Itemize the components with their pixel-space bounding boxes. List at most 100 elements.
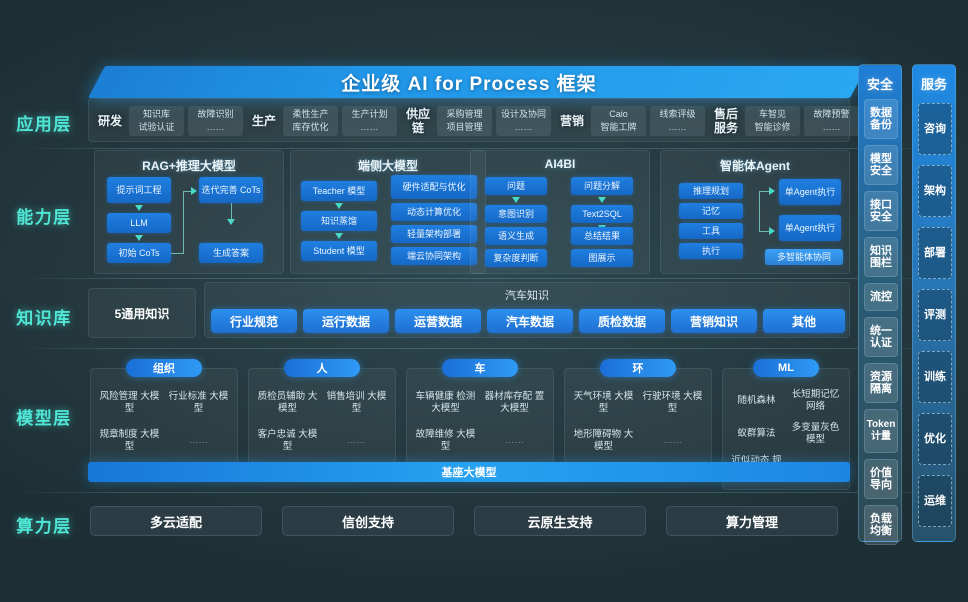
agent-node-single-2[interactable]: 单Agent执行	[779, 215, 841, 241]
knowledge-general-card[interactable]: 5通用知识	[88, 288, 196, 338]
model-group-environment[interactable]: 环 天气环境 大模型 行驶环境 大模型 地形障碍物 大模型 ……	[564, 359, 712, 466]
security-item-flow[interactable]: 流控	[864, 283, 898, 311]
knowledge-header: 汽车知识	[505, 290, 549, 302]
service-item-evaluation[interactable]: 评测	[918, 289, 952, 341]
security-item-api[interactable]: 接口安全	[864, 191, 898, 231]
card-title: 智能体Agent	[720, 159, 790, 173]
model-group-people[interactable]: 人 质检员辅助 大模型 销售培训 大模型 客户忠诚 大模型 ……	[248, 359, 396, 466]
layer-label-capability: 能力层	[16, 208, 72, 227]
app-cell[interactable]: Caio 智能工牌	[591, 106, 646, 136]
edge-node-student[interactable]: Student 模型	[301, 241, 377, 261]
app-cell[interactable]: 设计及协同 ……	[496, 106, 551, 136]
app-cell[interactable]: 故障预警 ……	[804, 106, 859, 136]
service-item-architecture[interactable]: 架构	[918, 165, 952, 217]
rag-node-iterate-cots[interactable]: 迭代完善 CoTs	[199, 177, 263, 203]
edge-node-hardware[interactable]: 硬件适配与优化	[391, 175, 477, 199]
security-item-token[interactable]: Token计量	[864, 409, 898, 453]
ai4bi-node-chart[interactable]: 图展示	[571, 249, 633, 267]
security-item-loadbalance[interactable]: 负载均衡	[864, 505, 898, 545]
agent-node-planning[interactable]: 推理规划	[679, 183, 743, 199]
knowledge-item-6[interactable]: 其他	[763, 309, 845, 333]
ai4bi-node-complexity[interactable]: 复杂度判断	[485, 249, 547, 267]
rag-node-answer[interactable]: 生成答案	[199, 243, 263, 263]
knowledge-item-0[interactable]: 行业规范	[211, 309, 297, 333]
service-item-operations[interactable]: 运维	[918, 475, 952, 527]
service-item-optimization[interactable]: 优化	[918, 413, 952, 465]
knowledge-item-3[interactable]: 汽车数据	[487, 309, 573, 333]
model-group-vehicle[interactable]: 车 车辆健康 检测大模型 器材库存配 置大模型 故障维修 大模型 ……	[406, 359, 554, 466]
app-cell-top: 生产计划	[351, 109, 388, 119]
model-group-organization[interactable]: 组织 风险管理 大模型 行业标准 大模型 规章制度 大模型 ……	[90, 359, 238, 466]
model-group-tab: 组织	[126, 359, 202, 377]
agent-node-execute[interactable]: 执行	[679, 243, 743, 259]
app-cell[interactable]: 车智见 智能诊修	[745, 106, 800, 136]
rag-node-initial-cots[interactable]: 初始 CoTs	[107, 243, 171, 263]
compute-button-management[interactable]: 算力管理	[666, 506, 838, 536]
agent-node-tools[interactable]: 工具	[679, 223, 743, 239]
service-item-consulting[interactable]: 咨询	[918, 103, 952, 155]
app-cell-bottom: ……	[360, 122, 379, 132]
agent-node-single-1[interactable]: 单Agent执行	[779, 179, 841, 205]
security-item-model[interactable]: 模型安全	[864, 145, 898, 185]
security-item-backup[interactable]: 数据备份	[864, 99, 898, 139]
ai4bi-node-summary[interactable]: 总结结果	[571, 227, 633, 245]
app-cell[interactable]: 线索评级 ……	[650, 106, 705, 136]
model-cell: 多变量灰色 模型	[791, 421, 840, 445]
model-group-tab: 人	[284, 359, 360, 377]
app-cell[interactable]: 采购管理 项目管理	[437, 106, 492, 136]
knowledge-item-5[interactable]: 营销知识	[671, 309, 757, 333]
compute-button-multicloud[interactable]: 多云适配	[90, 506, 262, 536]
app-group-marketing[interactable]: 营销 Caio 智能工牌 线索评级 ……	[557, 101, 705, 141]
ai4bi-node-question[interactable]: 问题	[485, 177, 547, 195]
rag-node-llm[interactable]: LLM	[107, 213, 171, 233]
knowledge-item-2[interactable]: 运营数据	[395, 309, 481, 333]
ai4bi-node-text2sql[interactable]: Text2SQL	[571, 205, 633, 223]
edge-node-cloud-edge[interactable]: 端云协同架构	[391, 247, 477, 265]
app-group-supply-chain[interactable]: 供应链 采购管理 项目管理 设计及协同 ……	[403, 101, 551, 141]
security-item-auth[interactable]: 统一认证	[864, 317, 898, 357]
agent-node-memory[interactable]: 记忆	[679, 203, 743, 219]
app-cell-bottom: 试验认证	[138, 122, 175, 132]
edge-node-dynamic[interactable]: 动态计算优化	[391, 203, 477, 221]
capability-card-ai4bi[interactable]: AI4BI 问题 意图识别 语义生成 复杂度判断 问题分解 Text2SQL 总…	[470, 150, 650, 274]
service-item-deployment[interactable]: 部署	[918, 227, 952, 279]
app-cell-top: 采购管理	[446, 109, 483, 119]
ai4bi-node-decompose[interactable]: 问题分解	[571, 177, 633, 195]
compute-button-xinchuang[interactable]: 信创支持	[282, 506, 454, 536]
app-group-name: 研发	[97, 114, 122, 128]
layer-label-model: 模型层	[16, 409, 72, 428]
knowledge-item-4[interactable]: 质检数据	[579, 309, 665, 333]
edge-node-teacher[interactable]: Teacher 模型	[301, 181, 377, 201]
security-item-guardrail[interactable]: 知识围栏	[864, 237, 898, 277]
app-cell-bottom: ……	[514, 122, 533, 132]
card-title: AI4BI	[544, 157, 576, 171]
rag-node-prompt[interactable]: 提示词工程	[107, 177, 171, 203]
edge-node-distill[interactable]: 知识蒸馏	[301, 211, 377, 231]
banner-title: 企业级 AI for Process 框架	[341, 73, 597, 95]
card-title: RAG+推理大模型	[142, 159, 236, 173]
app-cell[interactable]: 故障识别 ……	[188, 106, 243, 136]
model-group-tab: 车	[442, 359, 518, 377]
model-cell: 客户忠诚 大模型	[257, 429, 318, 452]
app-cell[interactable]: 柔性生产 库存优化	[283, 106, 338, 136]
compute-button-cloudnative[interactable]: 云原生支持	[474, 506, 646, 536]
app-cell-top: 车智见	[758, 109, 786, 119]
knowledge-item-1[interactable]: 运行数据	[303, 309, 389, 333]
security-item-isolation[interactable]: 资源隔离	[864, 363, 898, 403]
capability-card-agent[interactable]: 智能体Agent 推理规划 记忆 工具 执行 单Agent执行 单Agent执行…	[660, 150, 850, 274]
service-item-training[interactable]: 训练	[918, 351, 952, 403]
ai4bi-node-semantic[interactable]: 语义生成	[485, 227, 547, 245]
security-item-value[interactable]: 价值导向	[864, 459, 898, 499]
edge-node-lightweight[interactable]: 轻量架构部署	[391, 225, 477, 243]
app-cell[interactable]: 生产计划 ……	[342, 106, 397, 136]
model-cell: 长短期记忆 网络	[791, 388, 840, 412]
app-cell[interactable]: 知识库 试验认证	[129, 106, 184, 136]
app-group-after-sales[interactable]: 售后服务 车智见 智能诊修 故障预警 ……	[711, 101, 859, 141]
app-group-production[interactable]: 生产 柔性生产 库存优化 生产计划 ……	[249, 101, 397, 141]
capability-card-edge[interactable]: 端侧大模型 Teacher 模型 知识蒸馏 Student 模型 硬件适配与优化…	[290, 150, 486, 274]
ai4bi-node-intent[interactable]: 意图识别	[485, 205, 547, 223]
capability-card-rag[interactable]: RAG+推理大模型 提示词工程 LLM 初始 CoTs 迭代完善 CoTs 生成…	[94, 150, 284, 274]
app-cell-bottom: ……	[206, 122, 225, 132]
app-group-rd[interactable]: 研发 知识库 试验认证 故障识别 ……	[95, 101, 243, 141]
